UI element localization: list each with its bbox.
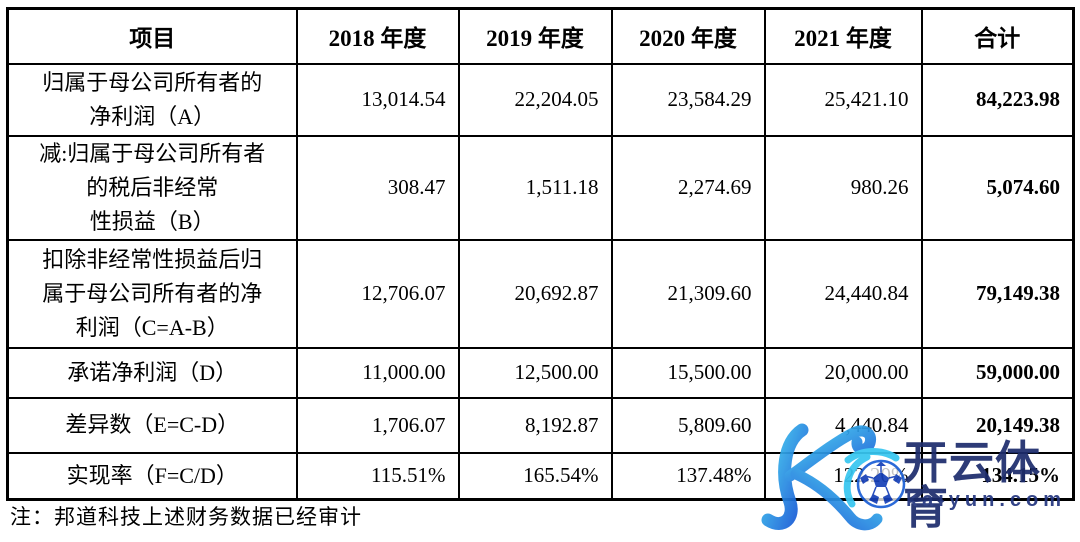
row-label: 差异数（E=C-D） — [6, 396, 298, 454]
financial-table: 项目 2018 年度 2019 年度 2020 年度 2021 年度 合计 归属… — [6, 7, 1075, 501]
value-cell: 25,421.10 — [763, 62, 923, 137]
footnote: 注：邦道科技上述财务数据已经审计 — [10, 505, 362, 529]
value-cell: 13,014.54 — [295, 62, 460, 137]
value-cell: 24,440.84 — [763, 238, 923, 349]
value-cell: 122.20% — [763, 451, 923, 501]
value-cell: 980.26 — [763, 134, 923, 241]
header-cell-2021: 2021 年度 — [763, 7, 923, 65]
header-row: 项目 2018 年度 2019 年度 2020 年度 2021 年度 合计 — [6, 7, 1075, 65]
value-cell: 20,000.00 — [763, 346, 923, 399]
value-cell: 5,809.60 — [610, 396, 766, 454]
total-cell: 84,223.98 — [920, 62, 1075, 137]
total-cell: 5,074.60 — [920, 134, 1075, 241]
total-cell: 134.15% — [920, 451, 1075, 501]
value-cell: 15,500.00 — [610, 346, 766, 399]
value-cell: 23,584.29 — [610, 62, 766, 137]
total-cell: 79,149.38 — [920, 238, 1075, 349]
table-row: 减:归属于母公司所有者 的税后非经常 性损益（B） 308.47 1,511.1… — [6, 134, 1075, 241]
value-cell: 21,309.60 — [610, 238, 766, 349]
value-cell: 137.48% — [610, 451, 766, 501]
total-cell: 59,000.00 — [920, 346, 1075, 399]
value-cell: 11,000.00 — [295, 346, 460, 399]
value-cell: 308.47 — [295, 134, 460, 241]
value-cell: 165.54% — [457, 451, 613, 501]
value-cell: 4,440.84 — [763, 396, 923, 454]
table-row: 实现率（F=C/D） 115.51% 165.54% 137.48% 122.2… — [6, 451, 1075, 501]
value-cell: 12,706.07 — [295, 238, 460, 349]
row-label: 归属于母公司所有者的 净利润（A） — [6, 62, 298, 137]
row-label: 实现率（F=C/D） — [6, 451, 298, 501]
table-row: 承诺净利润（D） 11,000.00 12,500.00 15,500.00 2… — [6, 346, 1075, 399]
value-cell: 1,706.07 — [295, 396, 460, 454]
value-cell: 22,204.05 — [457, 62, 613, 137]
header-cell-total: 合计 — [920, 7, 1075, 65]
total-cell: 20,149.38 — [920, 396, 1075, 454]
row-label: 承诺净利润（D） — [6, 346, 298, 399]
header-cell-item: 项目 — [6, 7, 298, 65]
value-cell: 8,192.87 — [457, 396, 613, 454]
header-cell-2020: 2020 年度 — [610, 7, 766, 65]
table-row: 差异数（E=C-D） 1,706.07 8,192.87 5,809.60 4,… — [6, 396, 1075, 454]
header-cell-2019: 2019 年度 — [457, 7, 613, 65]
row-label: 扣除非经常性损益后归 属于母公司所有者的净 利润（C=A-B） — [6, 238, 298, 349]
header-cell-2018: 2018 年度 — [295, 7, 460, 65]
value-cell: 115.51% — [295, 451, 460, 501]
row-label: 减:归属于母公司所有者 的税后非经常 性损益（B） — [6, 134, 298, 241]
value-cell: 20,692.87 — [457, 238, 613, 349]
table-row: 扣除非经常性损益后归 属于母公司所有者的净 利润（C=A-B） 12,706.0… — [6, 238, 1075, 349]
value-cell: 2,274.69 — [610, 134, 766, 241]
value-cell: 12,500.00 — [457, 346, 613, 399]
table-row: 归属于母公司所有者的 净利润（A） 13,014.54 22,204.05 23… — [6, 62, 1075, 137]
value-cell: 1,511.18 — [457, 134, 613, 241]
